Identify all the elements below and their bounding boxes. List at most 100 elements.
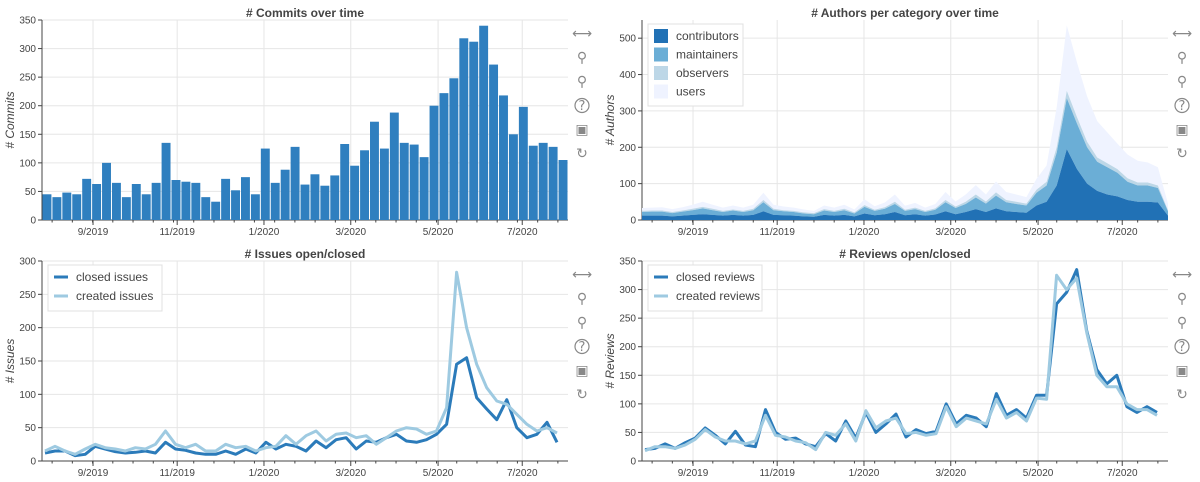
y-axis-label: # Issues	[3, 339, 17, 384]
legend-swatch-observers	[654, 66, 668, 80]
y-tick-label: 200	[19, 323, 36, 334]
x-tick-label: 9/2019	[678, 468, 709, 479]
save-tool-icon[interactable]: ▣	[575, 122, 588, 138]
wheel-zoom-tool-icon[interactable]: ⚲	[577, 50, 587, 66]
y-tick-label: 0	[630, 457, 636, 468]
y-tick-label: 250	[19, 290, 36, 301]
svg-text:▣: ▣	[575, 363, 588, 379]
x-tick-label: 5/2020	[1023, 468, 1054, 479]
svg-text:?: ?	[579, 99, 586, 114]
save-tool-icon[interactable]: ▣	[1175, 122, 1188, 138]
x-tick-label: 5/2020	[423, 227, 454, 238]
reset-tool-icon[interactable]: ↻	[1176, 146, 1188, 162]
chart-title: # Issues open/closed	[245, 247, 366, 261]
help-tool-icon[interactable]: ?	[1174, 97, 1190, 115]
wheel-zoom-tool-icon[interactable]: ⚲	[1177, 50, 1187, 66]
box-zoom-tool-icon[interactable]: ⚲	[577, 315, 587, 331]
pan-tool-icon[interactable]: ⟷	[572, 26, 592, 42]
svg-text:⟷: ⟷	[1172, 267, 1192, 283]
x-tick-label: 3/2020	[935, 227, 966, 238]
reset-tool-icon[interactable]: ↻	[1176, 387, 1188, 403]
legend-label-observers: observers	[676, 66, 729, 80]
box-zoom-tool-icon[interactable]: ⚲	[1177, 74, 1187, 90]
commit-bar	[82, 178, 92, 220]
commit-bar	[121, 197, 131, 220]
commit-bar	[72, 194, 82, 220]
help-tool-icon[interactable]: ?	[574, 97, 590, 115]
commit-bar	[558, 160, 568, 220]
svg-text:⚲: ⚲	[577, 50, 587, 66]
x-tick-label: 1/2020	[249, 227, 280, 238]
y-tick-label: 350	[19, 16, 36, 27]
chart-title: # Reviews open/closed	[839, 247, 970, 261]
y-tick-label: 150	[619, 371, 636, 382]
y-axis-label: # Authors	[603, 95, 617, 146]
commit-bar	[518, 106, 528, 220]
commit-bar	[290, 146, 300, 220]
y-tick-label: 0	[630, 216, 636, 227]
svg-text:↻: ↻	[576, 146, 588, 162]
svg-text:⚲: ⚲	[1177, 315, 1187, 331]
commit-bar	[52, 197, 62, 220]
commit-bar	[449, 78, 459, 221]
commit-bar	[250, 194, 260, 220]
y-tick-label: 50	[625, 428, 637, 439]
line-created-reviews	[644, 273, 1158, 453]
commit-bar	[240, 177, 250, 220]
x-tick-label: 9/2019	[678, 227, 709, 238]
svg-text:⚲: ⚲	[577, 315, 587, 331]
commit-bar	[270, 182, 280, 220]
wheel-zoom-tool-icon[interactable]: ⚲	[1177, 291, 1187, 307]
pan-tool-icon[interactable]: ⟷	[1172, 26, 1192, 42]
y-tick-label: 300	[19, 44, 36, 55]
y-tick-label: 100	[19, 390, 36, 401]
x-tick-label: 1/2020	[849, 227, 880, 238]
legend-label-created-issues: created issues	[76, 289, 153, 303]
reset-tool-icon[interactable]: ↻	[576, 387, 588, 403]
legend-label-contributors: contributors	[676, 29, 739, 43]
x-axis-label: Time	[292, 480, 319, 482]
commit-bar	[399, 142, 409, 220]
svg-text:▣: ▣	[1175, 363, 1188, 379]
commit-bar	[320, 185, 330, 220]
y-tick-label: 50	[25, 423, 37, 434]
x-tick-label: 11/2019	[159, 468, 195, 479]
x-tick-label: 7/2020	[507, 468, 538, 479]
reset-tool-icon[interactable]: ↻	[576, 146, 588, 162]
help-tool-icon[interactable]: ?	[1174, 338, 1190, 356]
commit-bar	[151, 182, 161, 220]
commit-bar	[469, 41, 479, 220]
svg-text:↻: ↻	[1176, 146, 1188, 162]
svg-text:⚲: ⚲	[577, 74, 587, 90]
svg-text:⚲: ⚲	[1177, 50, 1187, 66]
svg-text:↻: ↻	[576, 387, 588, 403]
y-tick-label: 300	[619, 285, 636, 296]
x-tick-label: 3/2020	[335, 227, 366, 238]
box-zoom-tool-icon[interactable]: ⚲	[577, 74, 587, 90]
commits-chart: # Commits over time 0 50 100 150 200 250 300 350…	[3, 6, 592, 238]
y-tick-label: 500	[619, 34, 636, 45]
pan-tool-icon[interactable]: ⟷	[1172, 267, 1192, 283]
x-tick-label: 5/2020	[1023, 227, 1054, 238]
issues-chart: # Issues open/closed 0 50 100 150 200 250 300 9/…	[3, 247, 592, 482]
x-tick-label: 1/2020	[249, 468, 280, 479]
legend-label-closed-reviews: closed reviews	[676, 270, 755, 284]
x-tick-label: 9/2019	[78, 227, 109, 238]
svg-text:?: ?	[1179, 340, 1186, 355]
commit-bar	[231, 190, 240, 220]
save-tool-icon[interactable]: ▣	[1175, 363, 1188, 379]
y-tick-label: 300	[19, 257, 36, 268]
help-tool-icon[interactable]: ?	[574, 338, 590, 356]
x-tick-label: 7/2020	[507, 227, 538, 238]
y-tick-label: 200	[19, 101, 36, 112]
commit-bar	[479, 25, 489, 221]
commit-bar	[260, 148, 270, 220]
y-tick-label: 100	[619, 179, 636, 190]
save-tool-icon[interactable]: ▣	[575, 363, 588, 379]
y-tick-label: 250	[619, 314, 636, 325]
x-tick-label: 11/2019	[759, 227, 795, 238]
box-zoom-tool-icon[interactable]: ⚲	[1177, 315, 1187, 331]
pan-tool-icon[interactable]: ⟷	[572, 267, 592, 283]
svg-text:▣: ▣	[1175, 122, 1188, 138]
wheel-zoom-tool-icon[interactable]: ⚲	[577, 291, 587, 307]
